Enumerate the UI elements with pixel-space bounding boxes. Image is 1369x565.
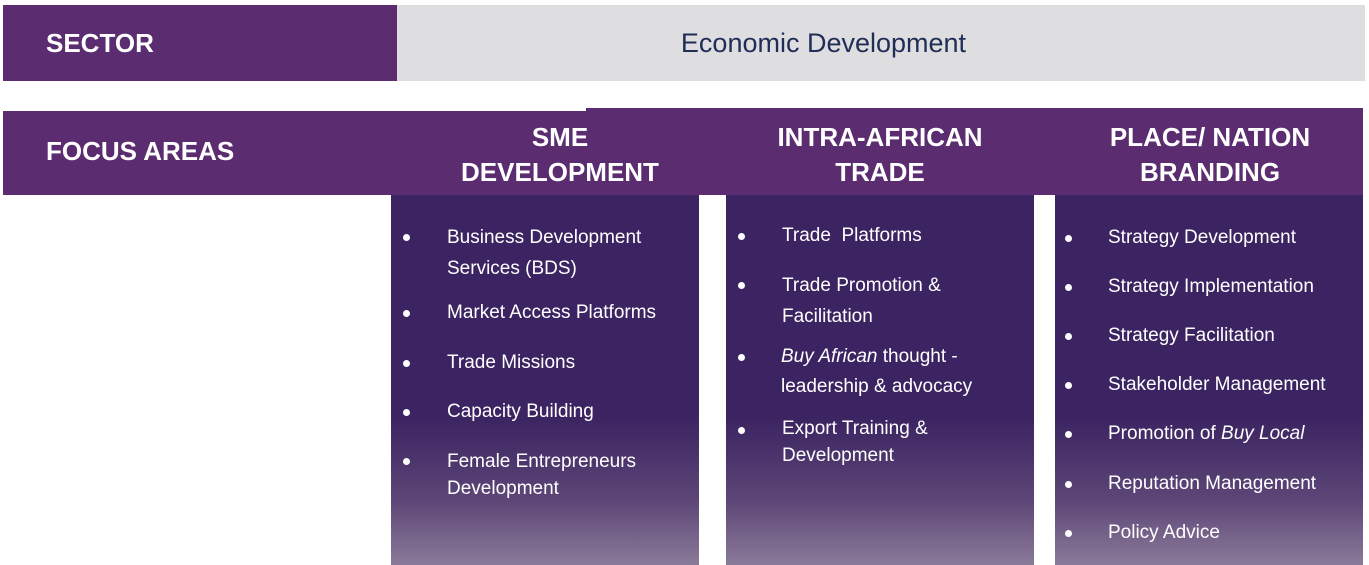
bullet-icon xyxy=(1065,431,1072,438)
list-item: Capacity Building xyxy=(403,397,693,427)
column-box-intra-african-trade: Trade Platforms Trade Promotion & Facili… xyxy=(726,195,1034,565)
column-heading-place-nation-branding: PLACE/ NATION BRANDING xyxy=(1055,108,1365,195)
column-heading-line2: BRANDING xyxy=(1139,156,1281,187)
bullet-icon xyxy=(1065,333,1072,340)
bullet-icon xyxy=(738,354,745,361)
list-item: Business Development Services (BDS) xyxy=(403,222,693,284)
bullet-icon xyxy=(1065,481,1072,488)
column-heading-line2: DEVELOPMENT xyxy=(461,156,659,187)
focus-band-notch xyxy=(3,108,586,111)
list-item: Market Access Platforms xyxy=(403,298,693,328)
list-item: Reputation Management xyxy=(1065,469,1361,499)
bullet-icon xyxy=(403,409,410,416)
bullet-icon xyxy=(1065,530,1072,537)
list-item: Export Training & Development xyxy=(738,415,1028,469)
list-item: Policy Advice xyxy=(1065,518,1361,548)
list-item: Trade Missions xyxy=(403,348,693,378)
promotion-text: Promotion of xyxy=(1108,423,1216,444)
bullet-icon xyxy=(403,360,410,367)
list-item: Buy African thought - leadership & advoc… xyxy=(738,342,1028,402)
bullet-icon xyxy=(1065,284,1072,291)
bullet-icon xyxy=(403,234,410,241)
bullet-icon xyxy=(1065,235,1072,242)
bullet-icon xyxy=(1065,382,1072,389)
list-item: Strategy Implementation xyxy=(1065,272,1361,302)
bullet-icon xyxy=(403,458,410,465)
bullet-icon xyxy=(403,310,410,317)
column-heading-line1: SME xyxy=(531,121,589,152)
buy-local-phrase: Buy Local xyxy=(1221,423,1305,444)
list-item: Stakeholder Management xyxy=(1065,370,1361,400)
list-item: Strategy Development xyxy=(1065,223,1361,253)
advocacy-text: thought - leadership & advocacy xyxy=(781,346,973,397)
list-item: Female Entrepreneurs Development xyxy=(403,446,693,502)
focus-areas-band xyxy=(3,108,1363,195)
column-heading-sme: SME DEVELOPMENT xyxy=(390,108,730,195)
column-heading-line2: TRADE xyxy=(835,156,925,187)
focus-areas-label: FOCUS AREAS xyxy=(46,136,235,166)
sector-label: SECTOR xyxy=(3,5,397,81)
column-box-place-nation-branding: Strategy Development Strategy Implementa… xyxy=(1055,195,1363,565)
bullet-icon xyxy=(738,282,745,289)
bullet-icon xyxy=(738,233,745,240)
column-heading-intra-african-trade: INTRA-AFRICAN TRADE xyxy=(725,108,1035,195)
list-item: Promotion of Buy Local xyxy=(1065,419,1361,449)
list-item: Trade Promotion & Facilitation xyxy=(738,270,1028,332)
list-item: Strategy Facilitation xyxy=(1065,321,1361,351)
buy-african-phrase: Buy African xyxy=(781,346,878,367)
sector-value: Economic Development xyxy=(397,5,1365,81)
column-heading-line1: PLACE/ NATION xyxy=(1109,121,1311,152)
list-item: Trade Platforms xyxy=(738,221,1028,251)
column-heading-line1: INTRA-AFRICAN xyxy=(777,121,983,152)
column-box-sme: Business Development Services (BDS) Mark… xyxy=(391,195,699,565)
bullet-icon xyxy=(738,427,745,434)
